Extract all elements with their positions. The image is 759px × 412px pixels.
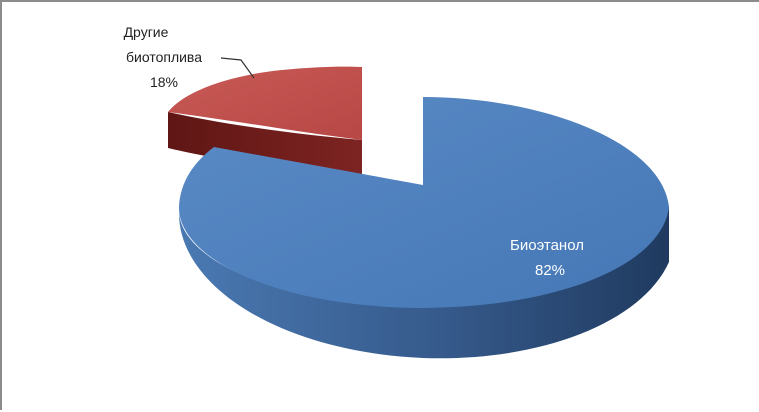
leader-line-other-biofuels [220, 57, 255, 79]
label-other-biofuels-percent: 18% [150, 74, 178, 90]
label-other-biofuels-line2: биотоплива [126, 49, 202, 65]
pie-slice-side-bioethanol [178, 206, 669, 359]
pie-slice-side-other-biofuels [168, 112, 362, 174]
pie-slice-bioethanol [178, 97, 669, 308]
label-bioethanol-name: Биоэтанол [510, 237, 584, 254]
label-bioethanol-percent: 82% [535, 262, 565, 279]
pie-slice-other-biofuels [168, 66, 362, 140]
label-other-biofuels-line1: Другие [124, 24, 169, 40]
